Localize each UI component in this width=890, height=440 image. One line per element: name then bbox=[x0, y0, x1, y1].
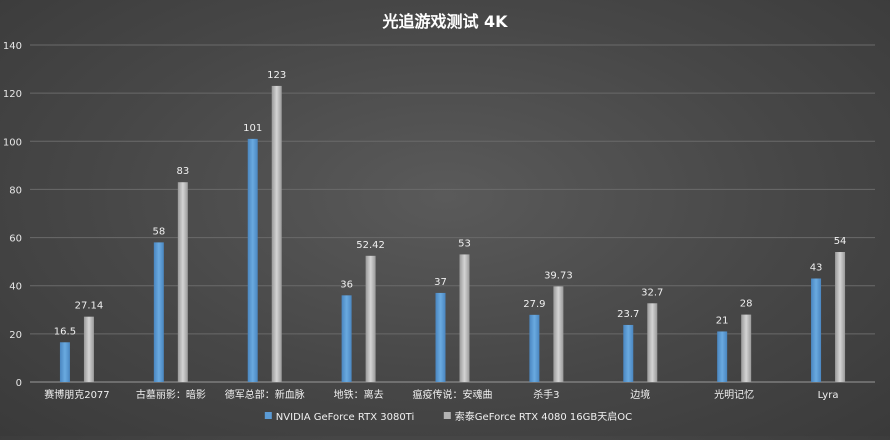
data-label: 37 bbox=[434, 277, 447, 288]
bar-rtx4080-5 bbox=[553, 286, 564, 382]
data-label: 39.73 bbox=[544, 270, 573, 281]
bar-rtx3080ti-1 bbox=[153, 242, 164, 382]
data-label: 21 bbox=[716, 315, 729, 326]
bar-rtx4080-7 bbox=[741, 314, 752, 382]
y-tick-label: 80 bbox=[9, 185, 22, 196]
bar-rtx4080-3 bbox=[365, 255, 376, 382]
data-label: 83 bbox=[176, 166, 189, 177]
data-label: 43 bbox=[810, 262, 823, 273]
data-label: 54 bbox=[834, 236, 847, 247]
x-tick-label: Lyra bbox=[818, 390, 839, 401]
bar-rtx3080ti-0 bbox=[59, 342, 70, 382]
data-label: 27.9 bbox=[523, 299, 545, 310]
bars bbox=[59, 85, 846, 383]
bar-rtx3080ti-2 bbox=[247, 138, 258, 382]
bar-rtx4080-6 bbox=[647, 303, 658, 382]
bar-rtx4080-2 bbox=[271, 85, 282, 383]
x-tick-label: 赛博朋克2077 bbox=[44, 388, 109, 401]
data-label: 16.5 bbox=[54, 326, 76, 337]
bar-rtx3080ti-7 bbox=[717, 331, 728, 382]
legend-label: 索泰GeForce RTX 4080 16GB天启OC bbox=[455, 410, 632, 423]
data-label: 52.42 bbox=[356, 240, 385, 251]
data-label: 123 bbox=[267, 70, 286, 81]
x-tick-label: 光明记忆 bbox=[714, 388, 754, 401]
bar-rtx4080-0 bbox=[83, 316, 94, 382]
data-label: 28 bbox=[740, 299, 753, 310]
bar-rtx3080ti-8 bbox=[811, 278, 822, 382]
y-tick-label: 100 bbox=[3, 137, 22, 148]
legend-swatch bbox=[264, 412, 272, 419]
x-tick-label: 瘟疫传说：安魂曲 bbox=[413, 388, 493, 401]
data-label: 32.7 bbox=[641, 287, 663, 298]
bar-rtx3080ti-3 bbox=[341, 295, 352, 382]
y-tick-label: 0 bbox=[16, 378, 22, 389]
data-labels: 16.5 27.14 58 83 101 123 36 52.42 37 53 27.9 39.73 2… bbox=[54, 70, 847, 337]
bar-rtx3080ti-5 bbox=[529, 314, 540, 382]
data-label: 36 bbox=[340, 279, 353, 290]
bar-rtx4080-8 bbox=[835, 252, 846, 382]
bar-rtx3080ti-4 bbox=[435, 292, 446, 382]
y-tick-label: 60 bbox=[9, 234, 22, 245]
x-tick-label: 德军总部：新血脉 bbox=[225, 388, 305, 401]
data-label: 27.14 bbox=[75, 301, 104, 312]
y-tick-label: 40 bbox=[9, 282, 22, 293]
bar-rtx4080-1 bbox=[177, 182, 188, 382]
y-tick-label: 140 bbox=[3, 41, 22, 52]
x-axis: 赛博朋克2077 古墓丽影：暗影 德军总部：新血脉 地铁：离去 瘟疫传说：安魂曲 杀手3 边… bbox=[44, 388, 838, 401]
legend-label: NVIDIA GeForce RTX 3080Ti bbox=[276, 412, 414, 423]
x-tick-label: 边境 bbox=[630, 388, 650, 401]
chart-title: 光追游戏测试 4K bbox=[381, 12, 508, 31]
x-tick-label: 古墓丽影：暗影 bbox=[136, 388, 206, 401]
grid bbox=[30, 44, 875, 383]
data-label: 23.7 bbox=[617, 309, 639, 320]
data-label: 58 bbox=[152, 226, 165, 237]
x-tick-label: 杀手3 bbox=[533, 388, 559, 401]
x-tick-label: 地铁：离去 bbox=[334, 388, 384, 401]
legend-swatch bbox=[443, 412, 451, 419]
data-label: 101 bbox=[243, 123, 262, 134]
legend: NVIDIA GeForce RTX 3080Ti 索泰GeForce RTX 4… bbox=[264, 410, 632, 423]
data-label: 53 bbox=[458, 238, 471, 249]
y-axis: 0 20 40 60 80 100 120 140 bbox=[3, 41, 22, 389]
y-tick-label: 120 bbox=[3, 89, 22, 100]
y-tick-label: 20 bbox=[9, 330, 22, 341]
bar-rtx4080-4 bbox=[459, 254, 470, 382]
bar-rtx3080ti-6 bbox=[623, 324, 634, 382]
